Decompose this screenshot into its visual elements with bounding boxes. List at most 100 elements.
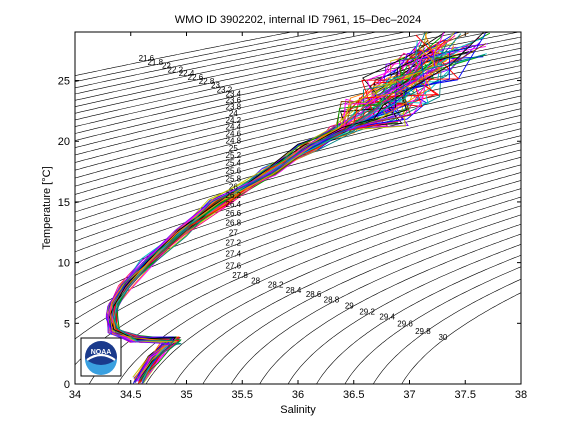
x-tick-label: 35.5 — [232, 389, 253, 401]
contour-label: 21.8 — [147, 58, 163, 67]
profile-line — [109, 32, 485, 380]
y-tick-label: 25 — [58, 76, 70, 88]
contour-label: 29.6 — [397, 319, 413, 328]
contour-label: 24.8 — [226, 137, 242, 146]
density-contour — [372, 278, 521, 384]
noaa-logo: NOAA — [80, 337, 122, 377]
density-contour — [75, 65, 521, 171]
contour-label: 30 — [438, 333, 447, 342]
density-contour — [75, 32, 379, 95]
y-tick-label: 20 — [58, 136, 70, 148]
density-contour — [75, 149, 521, 304]
profile-line — [109, 48, 461, 379]
contour-label: 28.4 — [286, 286, 302, 295]
x-tick-label: 34.5 — [120, 389, 141, 401]
contour-label: 25.8 — [226, 174, 242, 183]
profile-line — [105, 49, 436, 383]
contour-label: 25.2 — [226, 151, 242, 160]
contour-label: 29 — [345, 301, 354, 310]
contour-label: 26 — [229, 183, 238, 192]
density-contour — [287, 243, 521, 384]
density-contour — [75, 83, 521, 195]
density-contour — [75, 32, 407, 101]
x-tick-label: 37.5 — [455, 389, 476, 401]
contour-label: 26.6 — [226, 209, 242, 218]
profile-line — [112, 54, 486, 381]
contour-label: 26.8 — [226, 218, 242, 227]
density-contour — [75, 128, 521, 264]
x-axis-label: Salinity — [280, 404, 316, 416]
contour-label: 27.2 — [226, 239, 242, 248]
x-tick-label: 35 — [180, 389, 192, 401]
contour-label: 24.6 — [226, 129, 242, 138]
contour-label: 28 — [251, 277, 260, 286]
density-contour — [259, 233, 521, 384]
contour-label: 23.8 — [226, 103, 242, 112]
contour-label: 27.6 — [226, 261, 242, 270]
density-contour — [75, 108, 521, 232]
contour-label: 24.2 — [226, 116, 242, 125]
contour-label: 23.4 — [226, 90, 242, 99]
y-tick-label: 0 — [64, 379, 70, 391]
contour-label: 22 — [162, 61, 171, 70]
contour-label: 22.8 — [199, 77, 215, 86]
x-tick-label: 36 — [292, 389, 304, 401]
profile-line — [113, 39, 429, 381]
x-axis: 34 34.5 35 35.5 36 36.5 37 37.5 38 — [69, 32, 527, 401]
profile-line — [114, 39, 447, 383]
contour-label: 26.2 — [226, 191, 242, 200]
profile-line — [107, 54, 424, 382]
contour-label: 28.8 — [324, 296, 340, 305]
density-contour — [75, 95, 521, 213]
profile-line — [112, 32, 491, 382]
density-contour — [75, 71, 521, 179]
density-contour — [75, 164, 521, 340]
plot-frame — [74, 31, 522, 385]
contour-label: 26.4 — [226, 200, 242, 209]
contour-label: 29.2 — [359, 308, 375, 317]
x-tick-label: 37 — [403, 389, 415, 401]
density-contour — [75, 32, 322, 83]
density-contour — [230, 223, 521, 384]
density-contour — [75, 172, 521, 366]
density-contour — [75, 32, 293, 76]
contour-label: 21.6 — [139, 54, 155, 63]
density-contour — [75, 89, 521, 204]
density-contour — [75, 32, 350, 89]
contour-label: 25 — [229, 144, 238, 153]
density-contour — [75, 32, 435, 108]
density-contour — [117, 188, 521, 384]
contour-label: 25.6 — [226, 167, 242, 176]
contour-label: 22.2 — [168, 65, 184, 74]
contour-label: 23.6 — [226, 96, 242, 105]
density-contour — [75, 142, 521, 289]
profile-line — [109, 54, 441, 384]
contour-label: 25.4 — [226, 159, 242, 168]
contour-label: 29.4 — [379, 313, 395, 322]
density-contour — [75, 114, 521, 242]
profile-line — [109, 46, 472, 384]
profile-line — [106, 55, 467, 383]
density-contour — [75, 121, 521, 253]
density-contour — [75, 42, 521, 141]
contour-label: 28.2 — [268, 281, 284, 290]
contour-label: 27.4 — [226, 250, 242, 259]
density-contour — [401, 292, 521, 384]
contour-label: 22.4 — [179, 69, 195, 78]
density-contour — [344, 266, 521, 384]
density-contour — [75, 32, 464, 114]
y-tick-label: 15 — [58, 197, 70, 209]
density-contour — [75, 59, 521, 163]
density-contours — [75, 32, 521, 384]
noaa-logo-text: NOAA — [91, 349, 112, 356]
contour-label: 22.6 — [188, 73, 204, 82]
density-contour — [75, 47, 521, 149]
density-contour — [75, 36, 521, 134]
density-contour — [75, 32, 492, 121]
density-contour — [75, 53, 521, 156]
contour-label: 23.2 — [217, 85, 233, 94]
y-tick-label: 10 — [58, 258, 70, 270]
density-contour — [174, 205, 521, 384]
y-axis-label: Temperature [°C] — [41, 166, 53, 249]
